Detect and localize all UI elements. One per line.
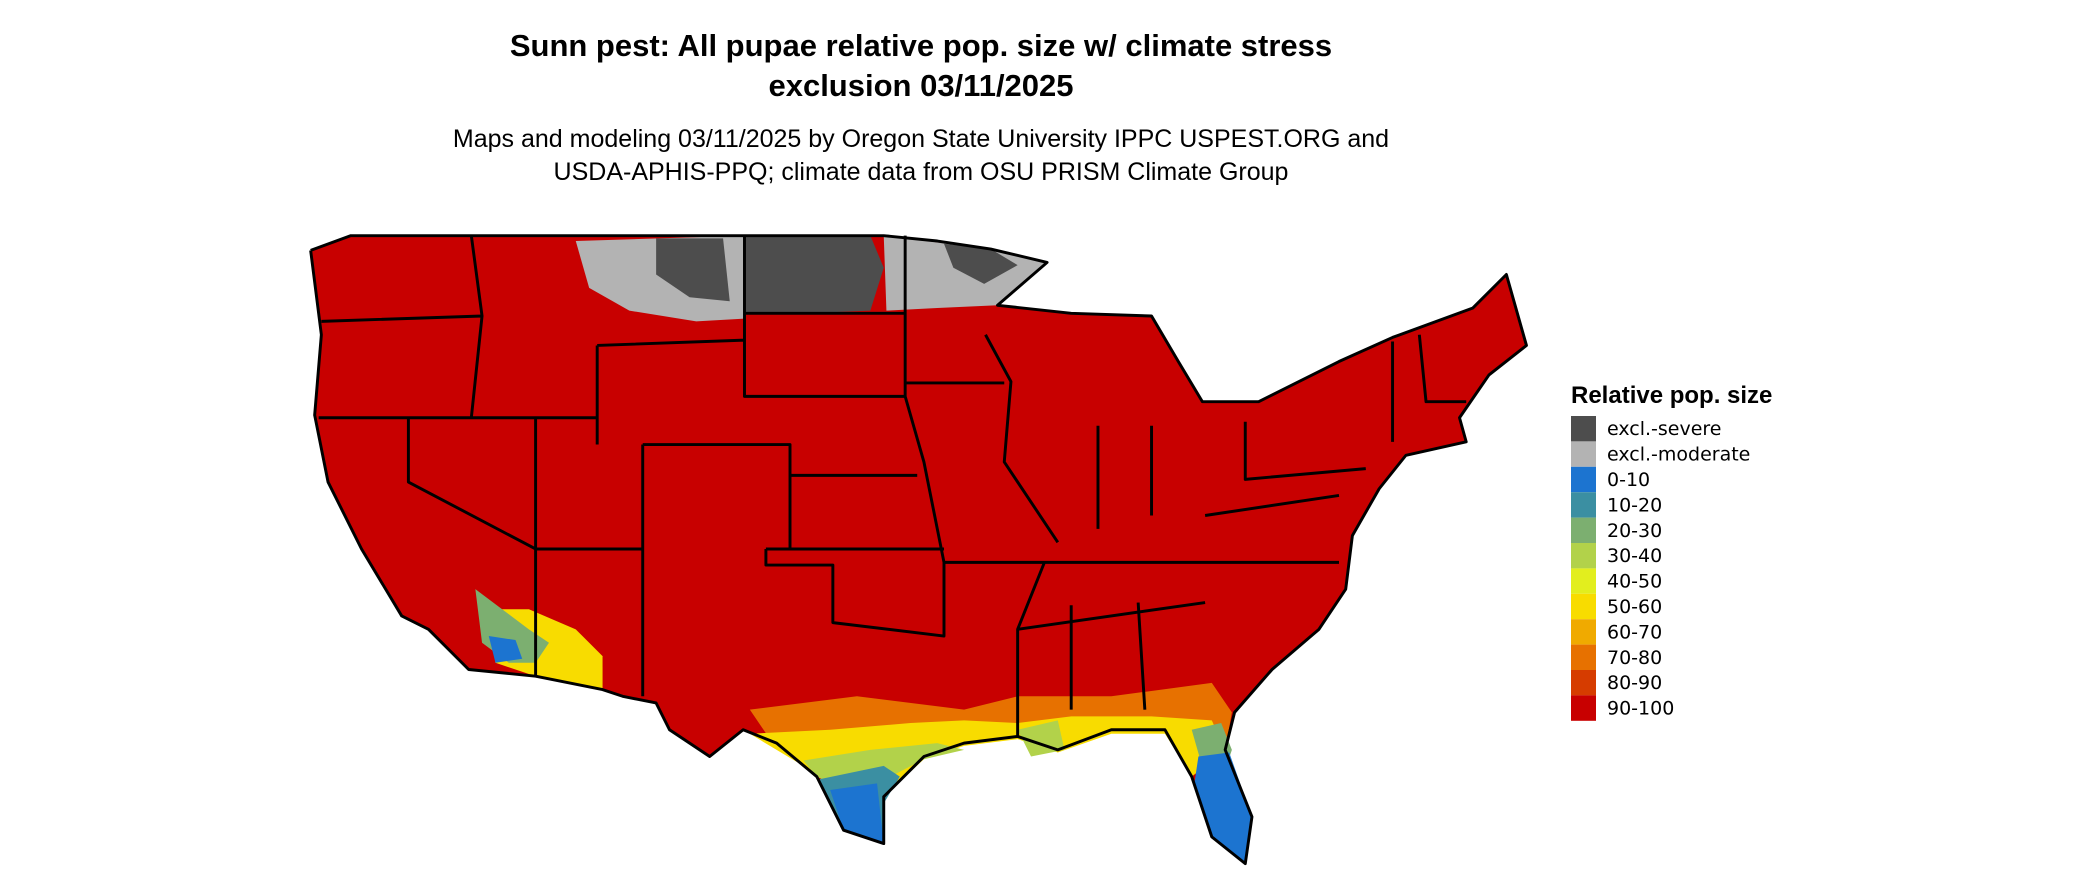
legend-swatch	[1571, 695, 1596, 721]
legend-swatch	[1571, 543, 1596, 569]
legend-swatch	[1571, 416, 1596, 442]
map-region	[656, 238, 730, 302]
subtitle: USDA-APHIS-PPQ; climate data from OSU PR…	[554, 158, 1289, 186]
legend: excl.-severe excl.-moderate 0-10 10-20 20-30…	[1571, 416, 1750, 721]
legend-swatch	[1571, 492, 1596, 518]
legend-swatch	[1571, 593, 1596, 620]
legend-label: 90-100	[1607, 698, 1674, 720]
legend-swatch	[1571, 441, 1596, 467]
legend-label: excl.-moderate	[1607, 444, 1750, 466]
legend-swatch	[1571, 568, 1596, 594]
state-borders	[318, 235, 1467, 737]
legend-label: 50-60	[1607, 596, 1662, 618]
subtitle: Maps and modeling 03/11/2025 by Oregon S…	[453, 125, 1389, 153]
legend-swatch	[1571, 670, 1596, 696]
legend-label: 60-70	[1607, 621, 1662, 643]
legend-label: 40-50	[1607, 571, 1662, 593]
legend-label: 30-40	[1607, 545, 1662, 567]
map-outline	[309, 234, 1528, 866]
legend-swatch	[1571, 466, 1596, 493]
map-region	[488, 636, 523, 663]
legend-label: 10-20	[1607, 494, 1662, 516]
legend-label: 0-10	[1607, 469, 1650, 491]
us-map	[309, 234, 1528, 866]
map-region	[744, 235, 884, 314]
legend-label: 20-30	[1607, 520, 1662, 542]
title: exclusion 03/11/2025	[768, 68, 1073, 103]
legend-title: Relative pop. size	[1571, 382, 1772, 409]
legend-swatch	[1571, 644, 1596, 670]
map-region	[943, 243, 1018, 284]
legend-label: 80-90	[1607, 672, 1662, 694]
legend-swatch	[1571, 517, 1596, 543]
legend-label: excl.-severe	[1607, 418, 1722, 440]
legend-swatch	[1571, 619, 1596, 645]
legend-label: 70-80	[1607, 647, 1662, 669]
title: Sunn pest: All pupae relative pop. size …	[510, 28, 1332, 63]
